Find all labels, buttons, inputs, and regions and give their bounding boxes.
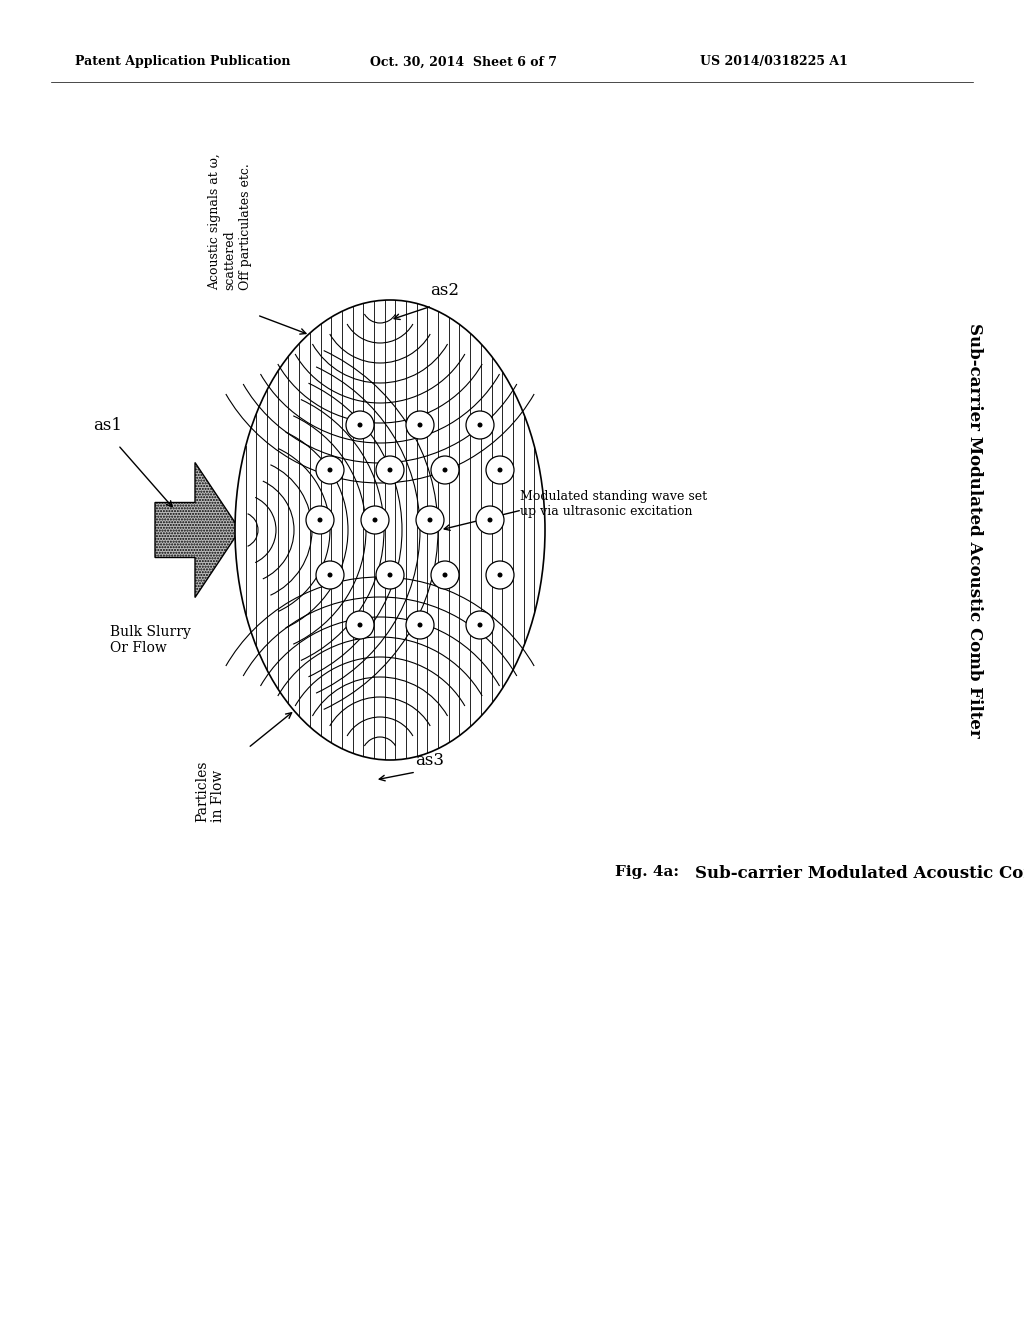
Ellipse shape	[373, 517, 378, 523]
Ellipse shape	[486, 455, 514, 484]
Ellipse shape	[418, 623, 423, 627]
Text: Acoustic signals at ω,
scattered
Off particulates etc.: Acoustic signals at ω, scattered Off par…	[209, 153, 252, 290]
Ellipse shape	[328, 467, 333, 473]
Text: Patent Application Publication: Patent Application Publication	[75, 55, 291, 69]
Text: as2: as2	[430, 282, 459, 300]
Polygon shape	[155, 462, 240, 598]
Ellipse shape	[477, 623, 482, 627]
Text: as3: as3	[415, 752, 444, 770]
Text: Fig. 4a:: Fig. 4a:	[615, 865, 679, 879]
Text: Sub-carrier Modulated Acoustic Comb Filter: Sub-carrier Modulated Acoustic Comb Filt…	[967, 322, 983, 738]
Ellipse shape	[406, 611, 434, 639]
Ellipse shape	[316, 561, 344, 589]
Ellipse shape	[316, 455, 344, 484]
Ellipse shape	[317, 517, 323, 523]
Ellipse shape	[376, 561, 404, 589]
Text: Oct. 30, 2014  Sheet 6 of 7: Oct. 30, 2014 Sheet 6 of 7	[370, 55, 557, 69]
Ellipse shape	[361, 506, 389, 535]
Ellipse shape	[234, 300, 545, 760]
Ellipse shape	[477, 422, 482, 428]
Ellipse shape	[466, 611, 494, 639]
Ellipse shape	[387, 467, 392, 473]
Ellipse shape	[346, 611, 374, 639]
Text: as1: as1	[93, 417, 122, 434]
Text: Bulk Slurry
Or Flow: Bulk Slurry Or Flow	[110, 624, 190, 655]
Ellipse shape	[357, 422, 362, 428]
Ellipse shape	[306, 506, 334, 535]
Ellipse shape	[416, 506, 444, 535]
Ellipse shape	[418, 422, 423, 428]
Ellipse shape	[406, 411, 434, 440]
Text: US 2014/0318225 A1: US 2014/0318225 A1	[700, 55, 848, 69]
Ellipse shape	[357, 623, 362, 627]
Ellipse shape	[476, 506, 504, 535]
Ellipse shape	[498, 573, 503, 578]
Ellipse shape	[486, 561, 514, 589]
Ellipse shape	[427, 517, 432, 523]
Text: Sub-carrier Modulated Acoustic Comb Filter: Sub-carrier Modulated Acoustic Comb Filt…	[695, 865, 1024, 882]
Ellipse shape	[346, 411, 374, 440]
Ellipse shape	[328, 573, 333, 578]
Text: Modulated standing wave set
up via ultrasonic excitation: Modulated standing wave set up via ultra…	[520, 490, 708, 517]
Ellipse shape	[376, 455, 404, 484]
Ellipse shape	[442, 467, 447, 473]
Ellipse shape	[442, 573, 447, 578]
Ellipse shape	[431, 561, 459, 589]
Text: Particles
in Flow: Particles in Flow	[195, 760, 225, 821]
Ellipse shape	[498, 467, 503, 473]
Ellipse shape	[487, 517, 493, 523]
Ellipse shape	[466, 411, 494, 440]
Ellipse shape	[431, 455, 459, 484]
Ellipse shape	[387, 573, 392, 578]
